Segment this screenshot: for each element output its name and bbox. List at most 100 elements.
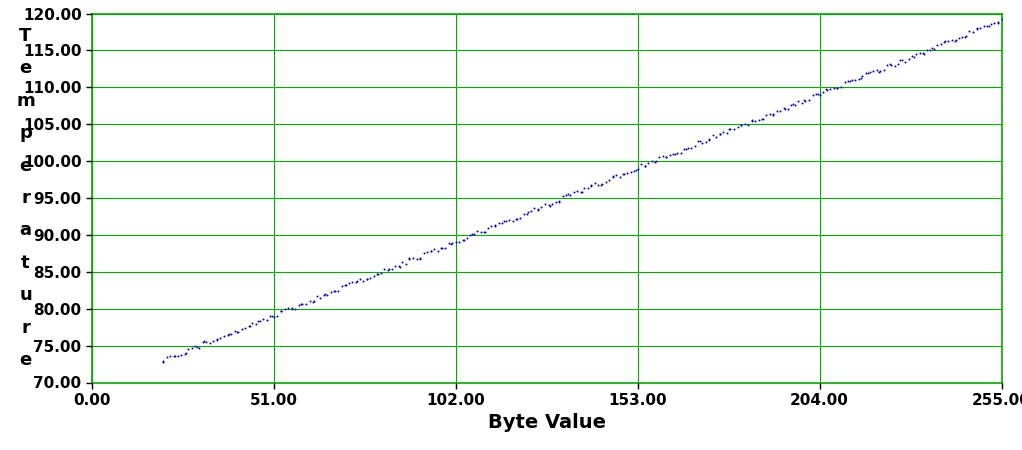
Point (198, 338, 215, 345)
Point (943, 36, 960, 44)
Point (433, 244, 450, 252)
Point (881, 61, 897, 68)
Point (647, 158, 663, 165)
Point (576, 184, 593, 191)
Point (857, 70, 874, 77)
Point (924, 45, 940, 52)
Point (819, 86, 835, 93)
Point (221, 330, 237, 338)
Point (990, 19, 1007, 27)
Point (694, 140, 710, 147)
Point (483, 222, 500, 230)
Point (808, 90, 825, 98)
Point (929, 41, 945, 49)
Point (230, 328, 246, 335)
Point (412, 256, 428, 263)
Point (701, 135, 717, 143)
Point (229, 328, 245, 335)
Point (593, 181, 609, 188)
Text: e: e (19, 157, 32, 175)
Point (637, 162, 653, 169)
Text: r: r (21, 189, 30, 207)
Point (508, 215, 524, 222)
Point (785, 101, 801, 108)
Point (316, 291, 332, 298)
Point (412, 255, 428, 262)
Point (167, 353, 183, 360)
Point (451, 238, 467, 246)
Point (184, 345, 200, 352)
Point (678, 145, 694, 152)
Point (616, 171, 633, 178)
Point (892, 57, 909, 64)
Point (893, 56, 910, 63)
Text: e: e (19, 351, 32, 369)
Point (487, 223, 504, 230)
Text: t: t (21, 254, 30, 272)
Point (989, 19, 1006, 26)
Point (790, 97, 806, 104)
Point (551, 198, 567, 205)
Point (529, 206, 546, 213)
Point (284, 305, 300, 312)
Point (317, 290, 333, 297)
Point (861, 69, 877, 76)
Point (640, 160, 656, 167)
Point (551, 198, 567, 206)
Point (366, 272, 382, 279)
Point (579, 184, 596, 192)
Point (777, 105, 793, 112)
Point (879, 61, 895, 68)
Point (283, 306, 299, 313)
Point (916, 50, 932, 58)
Point (347, 278, 364, 285)
Point (337, 282, 354, 289)
Point (326, 287, 342, 294)
Point (809, 90, 826, 97)
Point (369, 270, 385, 278)
Point (494, 219, 510, 226)
Point (290, 301, 307, 308)
Point (658, 154, 675, 161)
Point (515, 210, 531, 217)
Point (269, 312, 285, 319)
Point (398, 260, 414, 267)
Point (687, 142, 703, 149)
Point (448, 239, 464, 246)
Point (402, 255, 418, 262)
Text: r: r (21, 319, 30, 337)
Point (273, 308, 289, 315)
Text: T: T (19, 27, 32, 45)
Point (692, 137, 708, 144)
Point (886, 62, 902, 69)
Point (751, 117, 768, 124)
Point (533, 204, 550, 211)
Point (976, 22, 992, 30)
Point (819, 86, 835, 93)
Point (522, 207, 539, 215)
Point (718, 129, 735, 136)
Point (628, 167, 644, 174)
Point (836, 79, 852, 86)
Point (423, 247, 439, 254)
Point (883, 61, 899, 68)
Point (626, 167, 643, 175)
Point (947, 36, 964, 44)
Point (644, 158, 660, 165)
Point (443, 240, 459, 247)
Point (456, 236, 472, 243)
Point (242, 323, 259, 330)
Point (237, 324, 253, 331)
Point (783, 101, 799, 108)
Point (601, 176, 617, 183)
Point (841, 77, 857, 85)
Point (401, 256, 417, 263)
Point (733, 122, 749, 129)
Point (333, 282, 350, 289)
Point (680, 144, 696, 151)
Point (340, 279, 357, 287)
Point (426, 246, 443, 253)
Point (544, 201, 560, 208)
Point (390, 263, 407, 270)
Point (266, 313, 282, 320)
